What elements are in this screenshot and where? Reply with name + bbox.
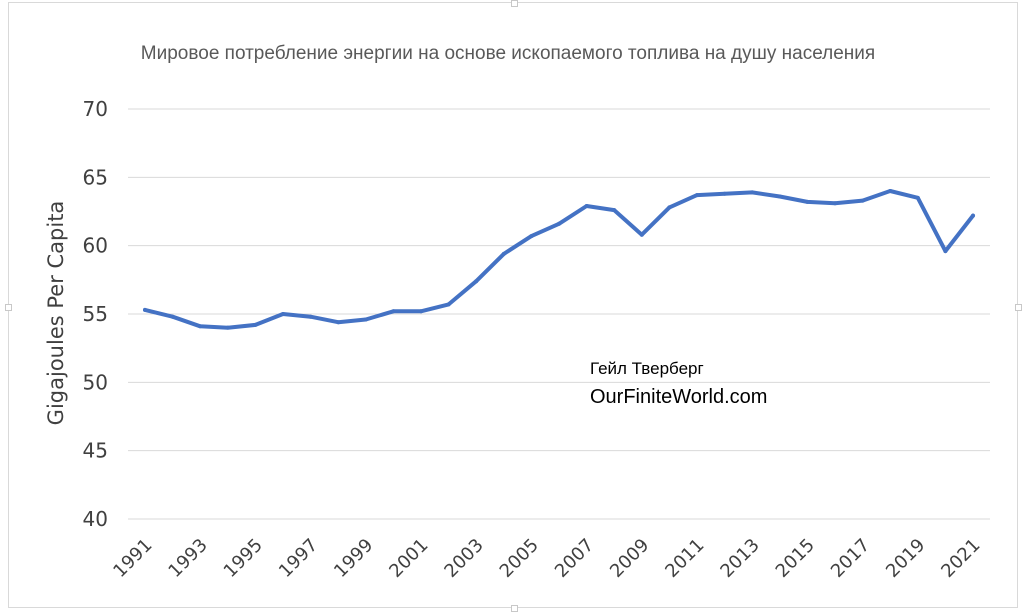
data-point-2002 (446, 302, 451, 307)
chart-title: Мировое потребление энергии на основе ис… (141, 43, 875, 64)
y-tick-label: 40 (83, 507, 108, 531)
data-point-2000 (391, 309, 396, 314)
x-tick-label: 2003 (440, 535, 487, 582)
resize-handle-left[interactable] (5, 304, 12, 311)
x-tick-label: 2007 (551, 535, 598, 582)
x-tick-label: 2013 (716, 535, 763, 582)
data-point-2010 (667, 205, 672, 210)
x-tick-label: 1999 (330, 535, 377, 582)
author-annotation: Гейл Тверберг (586, 357, 746, 381)
data-point-1994 (225, 325, 230, 330)
x-tick-label: 1997 (275, 535, 322, 582)
series-layer (143, 189, 975, 330)
data-point-2006 (557, 221, 561, 226)
data-point-2020 (943, 249, 948, 254)
data-point-1999 (363, 317, 368, 322)
y-tick-label: 45 (83, 439, 108, 463)
resize-handle-top[interactable] (511, 0, 518, 7)
series-line (143, 189, 975, 330)
data-point-2012 (722, 191, 727, 196)
data-point-2015 (805, 199, 810, 204)
x-axis-ticks: 1991 1993 1995 1997 1999 2001 2003 2005 2007 2009… (109, 535, 984, 582)
x-tick-label: 2017 (827, 535, 874, 582)
data-point-2009 (639, 232, 644, 237)
x-tick-label: 1991 (109, 535, 156, 582)
x-tick-label: 2019 (882, 535, 929, 582)
data-point-1991 (143, 307, 147, 312)
gridlines (128, 108, 990, 520)
chart-area (8, 2, 1018, 608)
data-point-1992 (170, 314, 175, 319)
x-tick-label: 1995 (220, 535, 267, 582)
data-point-2013 (750, 190, 755, 195)
data-point-2001 (419, 309, 423, 314)
data-point-2014 (777, 194, 782, 199)
site-annotation: OurFiniteWorld.com (586, 384, 816, 411)
data-point-1995 (253, 322, 258, 327)
x-tick-label: 2015 (772, 535, 819, 582)
data-point-2005 (529, 234, 534, 239)
data-point-1993 (198, 324, 203, 329)
y-tick-label: 60 (83, 234, 108, 258)
data-point-2003 (474, 279, 479, 284)
x-tick-label: 1993 (164, 535, 211, 582)
x-tick-label: 2005 (496, 535, 543, 582)
data-point-2019 (915, 195, 920, 200)
y-axis-title: Gigajoules Per Capita (44, 201, 68, 426)
y-tick-label: 70 (83, 97, 108, 121)
data-point-2018 (888, 189, 893, 193)
data-point-1998 (336, 320, 341, 325)
data-point-1997 (308, 314, 313, 319)
y-axis-ticks: 40 45 50 55 60 65 70 (83, 97, 108, 531)
y-tick-label: 55 (83, 302, 108, 326)
y-tick-label: 50 (83, 370, 108, 394)
x-tick-label: 2009 (606, 535, 653, 582)
data-point-2008 (612, 208, 617, 213)
data-point-2021 (971, 213, 975, 218)
data-point-2004 (501, 251, 506, 256)
x-tick-label: 2011 (661, 535, 708, 582)
x-tick-label: 2021 (937, 535, 984, 582)
data-point-2016 (833, 201, 837, 206)
data-point-1996 (281, 312, 285, 316)
resize-handle-bottom[interactable] (511, 605, 518, 612)
x-tick-label: 2001 (385, 535, 432, 582)
data-point-2017 (860, 198, 865, 203)
resize-handle-right[interactable] (1015, 304, 1022, 311)
y-tick-label: 65 (83, 165, 108, 189)
data-point-2007 (584, 204, 589, 209)
data-point-2011 (695, 193, 699, 198)
